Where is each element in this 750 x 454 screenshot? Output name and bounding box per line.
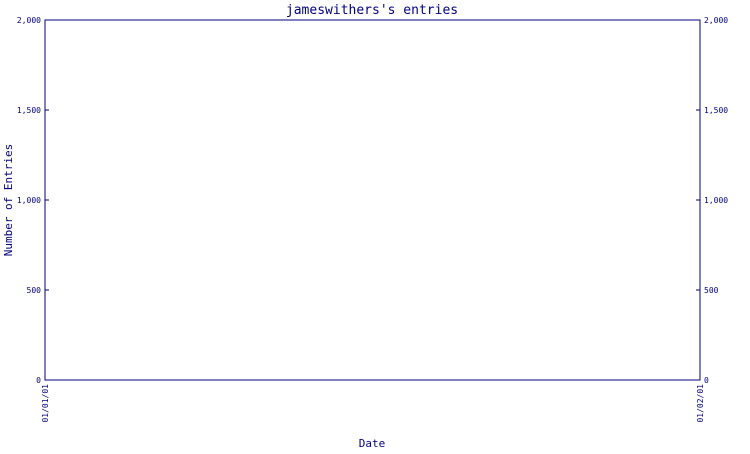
y-tick-label-left: 1,500 [17, 106, 41, 115]
y-tick-label-right: 0 [704, 376, 709, 385]
axes-layer [44, 19, 701, 381]
y-tick-label-left: 500 [27, 286, 42, 295]
y-tick-label-right: 1,500 [704, 106, 728, 115]
chart-title: jameswithers's entries [286, 3, 458, 18]
y-tick-label-right: 500 [704, 286, 719, 295]
y-axis-label: Number of Entries [2, 144, 15, 257]
y-tick-label-left: 2,000 [17, 16, 41, 25]
y-tick-label-right: 1,000 [704, 196, 728, 205]
y-tick-label-right: 2,000 [704, 16, 728, 25]
x-tick-label: 01/02/01 [696, 384, 705, 423]
ticks-layer: 0 0 500 500 1,000 1,000 1,500 1,500 2,000 2,000 01… [17, 16, 728, 423]
y-tick-label-left: 0 [36, 376, 41, 385]
x-axis-label: Date [359, 437, 386, 450]
plot-frame [44, 19, 701, 381]
x-tick-label: 01/01/01 [41, 384, 50, 423]
y-tick-label-left: 1,000 [17, 196, 41, 205]
